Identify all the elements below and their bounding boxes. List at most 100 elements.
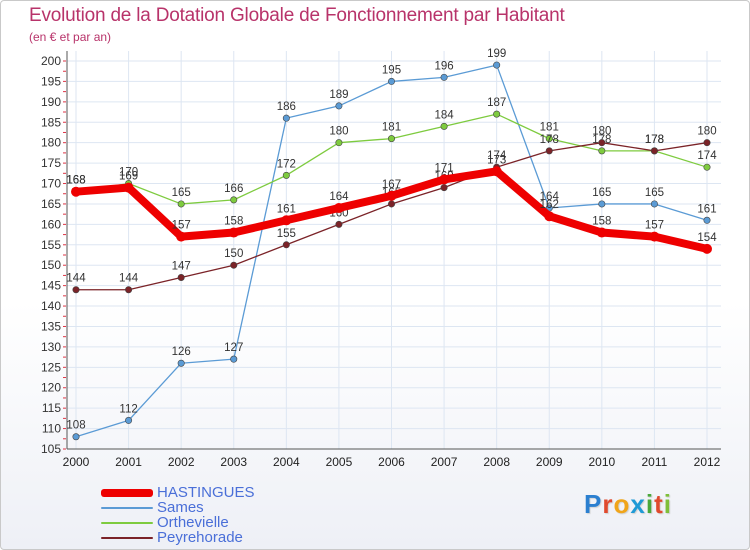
data-label-sames-2006: 195 bbox=[382, 64, 401, 76]
point-sames-2008 bbox=[493, 61, 501, 69]
x-tick-label-2007: 2007 bbox=[431, 455, 458, 469]
point-hastingues-2008 bbox=[491, 166, 502, 177]
point-hastingues-2010 bbox=[596, 227, 607, 238]
point-orthevielle-2005 bbox=[335, 139, 343, 147]
data-label-hastingues-2008: 173 bbox=[487, 154, 506, 166]
data-label-sames-2010: 165 bbox=[592, 187, 611, 199]
data-label-hastingues-2000: 168 bbox=[66, 175, 85, 187]
point-orthevielle-2012 bbox=[703, 163, 711, 171]
y-tick-label-170: 170 bbox=[41, 177, 61, 191]
data-label-sames-2011: 165 bbox=[645, 187, 664, 199]
x-tick-label-2010: 2010 bbox=[588, 455, 615, 469]
point-hastingues-2007 bbox=[439, 174, 450, 185]
x-tick-label-2004: 2004 bbox=[273, 455, 300, 469]
y-tick-label-120: 120 bbox=[41, 381, 61, 395]
data-label-sames-2012: 161 bbox=[697, 203, 716, 215]
legend-item-peyrehorade: Peyrehorade bbox=[101, 530, 255, 545]
legend-label-hastingues: HASTINGUES bbox=[157, 484, 255, 501]
logo-letter: x bbox=[630, 489, 646, 519]
data-label-hastingues-2002: 157 bbox=[172, 220, 191, 232]
point-hastingues-2005 bbox=[333, 203, 344, 214]
x-tick-label-2003: 2003 bbox=[220, 455, 247, 469]
point-orthevielle-2003 bbox=[230, 196, 238, 204]
legend-swatch-hastingues bbox=[101, 488, 153, 497]
legend-label-orthevielle: Orthevielle bbox=[157, 514, 229, 531]
logo-letter: t bbox=[654, 489, 664, 519]
data-label-hastingues-2004: 161 bbox=[277, 203, 296, 215]
x-tick-label-2005: 2005 bbox=[326, 455, 353, 469]
y-tick-label-135: 135 bbox=[41, 319, 61, 333]
point-peyrehorade-2010 bbox=[598, 139, 606, 147]
data-label-orthevielle-2000: 168 bbox=[66, 175, 85, 187]
point-sames-2006 bbox=[387, 77, 395, 85]
point-peyrehorade-2002 bbox=[177, 273, 185, 281]
data-label-hastingues-2009: 162 bbox=[540, 199, 559, 211]
data-label-sames-2007: 196 bbox=[434, 60, 453, 72]
data-label-sames-2003: 127 bbox=[224, 342, 243, 354]
point-hastingues-2011 bbox=[649, 231, 660, 242]
data-label-orthevielle-2007: 184 bbox=[434, 109, 454, 121]
y-tick-label-155: 155 bbox=[41, 238, 61, 252]
data-label-orthevielle-2008: 187 bbox=[487, 97, 506, 109]
chart-subtitle: (en € et par an) bbox=[29, 30, 112, 44]
y-tick-label-195: 195 bbox=[41, 74, 61, 88]
x-tick-label-2006: 2006 bbox=[378, 455, 405, 469]
point-peyrehorade-2006 bbox=[387, 200, 395, 208]
data-label-hastingues-2005: 164 bbox=[329, 191, 349, 203]
data-label-peyrehorade-2012: 180 bbox=[697, 126, 716, 138]
y-tick-label-105: 105 bbox=[41, 442, 61, 456]
chart-title: Evolution de la Dotation Globale de Fonc… bbox=[29, 5, 565, 26]
point-orthevielle-2007 bbox=[440, 122, 448, 130]
data-label-hastingues-2006: 167 bbox=[382, 179, 401, 191]
data-label-orthevielle-2003: 166 bbox=[224, 183, 243, 195]
point-hastingues-2012 bbox=[702, 243, 712, 254]
data-label-peyrehorade-2004: 155 bbox=[277, 228, 296, 240]
legend-item-orthevielle: Orthevielle bbox=[101, 515, 255, 530]
x-tick-label-2012: 2012 bbox=[694, 455, 721, 469]
data-label-sames-2001: 112 bbox=[119, 403, 137, 415]
point-peyrehorade-2012 bbox=[703, 139, 711, 147]
point-orthevielle-2009 bbox=[545, 135, 553, 143]
point-peyrehorade-2005 bbox=[335, 220, 343, 228]
proxiti-logo: Proxiti bbox=[584, 489, 672, 520]
point-hastingues-2001 bbox=[123, 182, 134, 193]
y-tick-label-200: 200 bbox=[41, 54, 61, 68]
data-label-sames-2005: 189 bbox=[329, 89, 348, 101]
data-label-orthevielle-2005: 180 bbox=[329, 126, 348, 138]
logo-letter: r bbox=[602, 489, 614, 519]
data-label-orthevielle-2006: 181 bbox=[382, 122, 401, 134]
point-orthevielle-2008 bbox=[493, 110, 501, 118]
data-label-peyrehorade-2011: 178 bbox=[645, 134, 664, 146]
legend-item-sames: Sames bbox=[101, 500, 255, 515]
data-label-hastingues-2007: 171 bbox=[434, 162, 453, 174]
x-tick-label-2001: 2001 bbox=[115, 455, 142, 469]
y-tick-label-140: 140 bbox=[41, 299, 61, 313]
data-label-peyrehorade-2002: 147 bbox=[172, 260, 191, 272]
y-tick-label-125: 125 bbox=[41, 360, 61, 374]
point-orthevielle-2002 bbox=[177, 200, 185, 208]
x-tick-label-2002: 2002 bbox=[168, 455, 195, 469]
point-orthevielle-2006 bbox=[387, 135, 395, 143]
data-label-peyrehorade-2010: 180 bbox=[592, 126, 611, 138]
point-peyrehorade-2011 bbox=[650, 147, 658, 155]
data-label-sames-2000: 108 bbox=[66, 420, 85, 432]
point-peyrehorade-2004 bbox=[282, 241, 290, 249]
x-tick-label-2000: 2000 bbox=[63, 455, 90, 469]
data-label-orthevielle-2011: 178 bbox=[645, 134, 664, 146]
point-hastingues-2000 bbox=[71, 186, 81, 197]
point-peyrehorade-2000 bbox=[72, 286, 80, 294]
y-tick-label-185: 185 bbox=[41, 115, 61, 129]
legend-swatch-sames bbox=[101, 506, 153, 509]
data-label-orthevielle-2012: 174 bbox=[697, 150, 717, 162]
data-label-sames-2004: 186 bbox=[277, 101, 296, 113]
data-label-hastingues-2010: 158 bbox=[592, 216, 611, 228]
point-peyrehorade-2007 bbox=[440, 184, 448, 192]
point-orthevielle-2010 bbox=[598, 147, 606, 155]
logo-letter: o bbox=[613, 489, 631, 519]
legend-item-hastingues: HASTINGUES bbox=[101, 485, 255, 500]
data-label-sames-2008: 199 bbox=[487, 48, 506, 60]
point-peyrehorade-2009 bbox=[545, 147, 553, 155]
y-tick-label-180: 180 bbox=[41, 136, 61, 150]
legend: HASTINGUES Sames Orthevielle Peyrehorade bbox=[101, 485, 255, 545]
